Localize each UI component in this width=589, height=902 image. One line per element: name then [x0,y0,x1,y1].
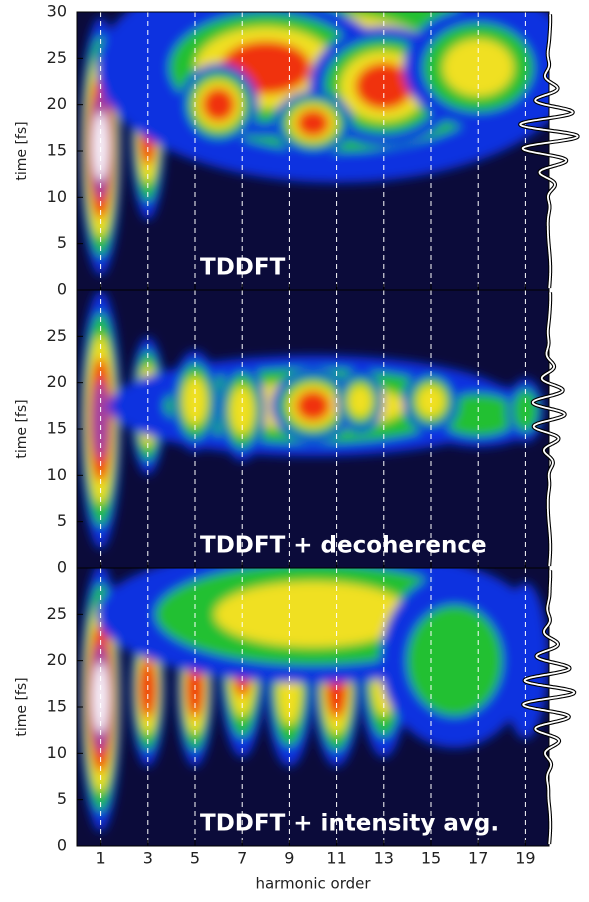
pulse [522,570,576,845]
x-tick-label: 3 [143,849,153,868]
y-tick-label: 0 [57,558,67,577]
x-tick-label: 1 [96,849,106,868]
x-axis-label: harmonic order [255,875,371,893]
y-tick-label: 5 [57,511,67,530]
x-tick-label: 9 [284,849,294,868]
y-tick-label: 25 [47,604,67,623]
x-tick-label: 19 [515,849,535,868]
y-axis-label: time [fs] [14,677,30,736]
heat-blob [347,384,373,418]
heat-blob [407,605,503,717]
y-tick-label: 30 [47,2,67,21]
x-tick-label: 11 [326,849,346,868]
heat-blob [214,581,412,648]
y-tick-label: 10 [47,743,67,762]
y-tick-label: 0 [57,280,67,299]
heat-blob [295,390,331,422]
heatmap [80,568,549,832]
y-tick-label: 0 [57,836,67,855]
heat-blobs [80,12,549,276]
x-tick-label: 7 [237,849,247,868]
x-tick-label: 13 [374,849,394,868]
x-tick-label: 15 [421,849,441,868]
heat-blobs [80,568,549,832]
panel: 0 5 10 15 20 25 TDDFT + decoherence time [fs] [14,289,567,577]
y-tick-label: 10 [47,465,67,484]
pulse [519,14,579,289]
y-tick-label: 15 [47,141,67,160]
y-tick-label: 25 [47,48,67,67]
heat-blob [296,109,330,137]
y-axis-label: time [fs] [14,399,30,458]
heat-blob [202,87,235,122]
y-tick-label: 15 [47,419,67,438]
y-tick-label: 25 [47,326,67,345]
annotation: TDDFT + intensity avg. [200,811,499,837]
heat-blob [92,112,109,181]
pulse [531,292,566,567]
panel: 0 5 10 15 20 25 30 TDDFT time [fs] [14,2,580,299]
plot-frame [76,567,550,847]
y-tick-label: 5 [57,233,67,252]
y-tick-label: 20 [47,650,67,669]
annotation: TDDFT + decoherence [200,533,487,559]
y-tick-label: 5 [57,789,67,808]
heatmap [80,290,544,549]
x-tick-label: 5 [190,849,200,868]
heatmap [80,12,549,276]
y-tick-label: 10 [47,187,67,206]
x-tick-label: 17 [468,849,488,868]
y-axis-label: time [fs] [14,121,30,180]
y-tick-label: 15 [47,697,67,716]
y-tick-label: 20 [47,372,67,391]
y-tick-label: 20 [47,94,67,113]
heat-blobs [80,290,544,549]
annotation: TDDFT [200,255,286,281]
